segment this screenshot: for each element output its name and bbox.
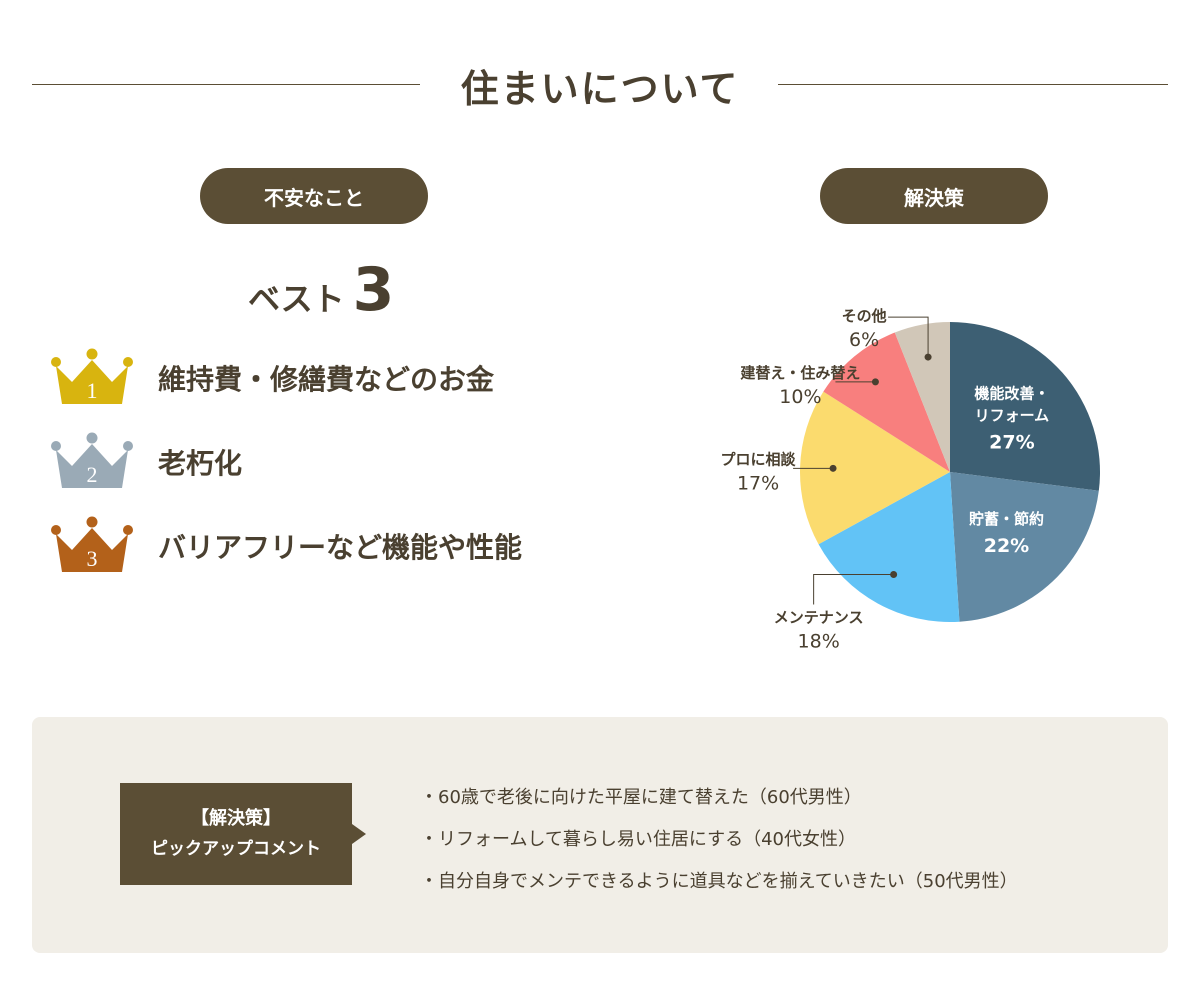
comment-list: ・60歳で老後に向けた平屋に建て替えた（60代男性） ・リフォームして暮らし易い…: [420, 777, 1018, 903]
rank-number: 2: [87, 462, 98, 487]
comment-item: ・リフォームして暮らし易い住居にする（40代女性）: [420, 829, 857, 850]
pickup-comment-title: 【解決策】: [191, 808, 281, 829]
pie-slice: [950, 322, 1100, 491]
slice-label: プロに相談: [721, 450, 797, 468]
slice-label: その他: [842, 307, 887, 325]
best3-heading: ベスト 3: [248, 255, 398, 325]
slice-label: 建替え・住み替え: [740, 364, 860, 382]
pie-slice: [818, 472, 960, 622]
slice-value-label: 18%: [798, 631, 840, 653]
comment-item: ・自分自身でメンテできるように道具などを揃えていきたい（50代男性）: [420, 871, 1018, 892]
solutions-heading: 解決策: [820, 168, 1048, 224]
pickup-comment-label: 【解決策】 ピックアップコメント: [120, 783, 352, 885]
slice-label: 機能改善・: [974, 384, 1049, 402]
crown-bronze-icon: 3: [51, 516, 133, 572]
rank-label: 老朽化: [158, 447, 243, 480]
rank-number: 1: [87, 378, 98, 403]
pie-slice: [894, 322, 950, 472]
comment-panel: 【解決策】 ピックアップコメント ・60歳で老後に向けた平屋に建て替えた（60代…: [32, 717, 1168, 953]
crown-gold-icon: 1: [51, 348, 133, 404]
slice-value-label: 6%: [849, 329, 879, 351]
page-title: 住まいについて: [460, 67, 740, 111]
slice-value-label: 17%: [737, 472, 779, 494]
leader-line: [888, 316, 929, 358]
pickup-comment-subtitle: ピックアップコメント: [151, 839, 321, 859]
best-word: ベスト: [248, 280, 345, 318]
slice-value-label: 22%: [984, 535, 1029, 557]
rank-number: 3: [87, 546, 98, 571]
slice-label: リフォーム: [975, 406, 1050, 424]
slice-value-label: 27%: [989, 431, 1034, 453]
leader-line: [813, 574, 894, 605]
page-header: 住まいについて: [0, 58, 1200, 112]
title-rule-right: [778, 84, 1168, 85]
slice-label: 貯蓄・節約: [969, 510, 1044, 528]
rank-item-3: 3 バリアフリーなど機能や性能: [50, 516, 610, 578]
crown-silver-icon: 2: [51, 432, 133, 488]
worries-heading: 不安なこと: [200, 168, 428, 224]
pie-slice: [823, 332, 950, 472]
pie-slice: [800, 391, 950, 545]
rank-label: 維持費・修繕費などのお金: [158, 363, 495, 396]
best-number: 3: [352, 255, 395, 325]
slice-value-label: 10%: [779, 386, 821, 408]
comment-item: ・60歳で老後に向けた平屋に建て替えた（60代男性）: [420, 787, 862, 808]
pointer-arrow-icon: [352, 824, 366, 844]
rank-label: バリアフリーなど機能や性能: [158, 531, 523, 564]
solutions-pie-chart: 機能改善・リフォーム 27% 貯蓄・節約 22% メンテナンス 18% プロに相談 17% 建替…: [721, 307, 1100, 653]
rank-item-1: 1 維持費・修繕費などのお金: [50, 348, 610, 410]
pie-slice: [950, 472, 1099, 622]
rank-item-2: 2 老朽化: [50, 432, 610, 494]
slice-label: メンテナンス: [774, 609, 864, 627]
title-rule-left: [32, 84, 420, 85]
